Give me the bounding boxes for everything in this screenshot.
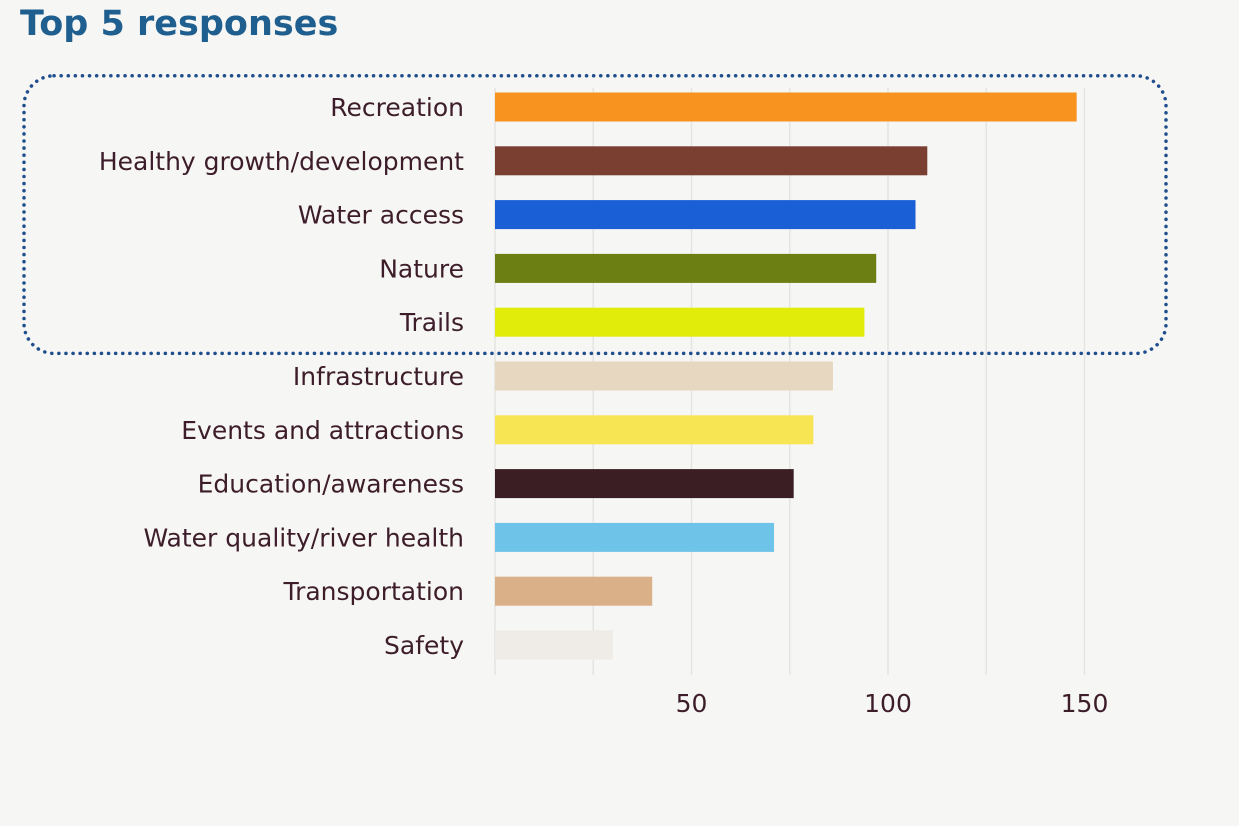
top-5-highlight-box: [22, 74, 1168, 356]
bar-water-quality-river-health: [495, 522, 775, 552]
category-label: Safety: [384, 631, 464, 660]
x-tick-label: 50: [676, 689, 708, 718]
category-label: Infrastructure: [293, 362, 464, 391]
category-label: Healthy growth/development: [99, 147, 464, 176]
x-tick-label: 100: [864, 689, 912, 718]
x-axis-ticks: 50 100 150: [676, 689, 1109, 718]
bar-education-awareness: [495, 469, 794, 499]
bar-events-and-attractions: [495, 415, 814, 445]
bar-infrastructure: [495, 361, 833, 391]
bars: [495, 92, 1077, 660]
x-tick-label: 150: [1061, 689, 1109, 718]
bar-water-access: [495, 200, 916, 230]
chart-title: Top 5 responses: [20, 4, 339, 44]
category-label: Transportation: [282, 577, 464, 606]
bar-safety: [495, 630, 613, 660]
bar-transportation: [495, 576, 653, 606]
category-label: Water access: [298, 201, 464, 230]
category-label: Education/awareness: [198, 470, 464, 499]
bar-healthy-growth-development: [495, 146, 928, 176]
bar-trails: [495, 307, 865, 337]
category-label: Recreation: [330, 93, 464, 122]
bar-recreation: [495, 92, 1077, 122]
category-labels: Recreation Healthy growth/development Wate…: [99, 93, 464, 660]
category-label: Events and attractions: [181, 416, 464, 445]
category-label: Trails: [399, 308, 464, 337]
category-label: Water quality/river health: [143, 523, 464, 552]
bar-nature: [495, 253, 877, 283]
category-label: Nature: [379, 254, 464, 283]
